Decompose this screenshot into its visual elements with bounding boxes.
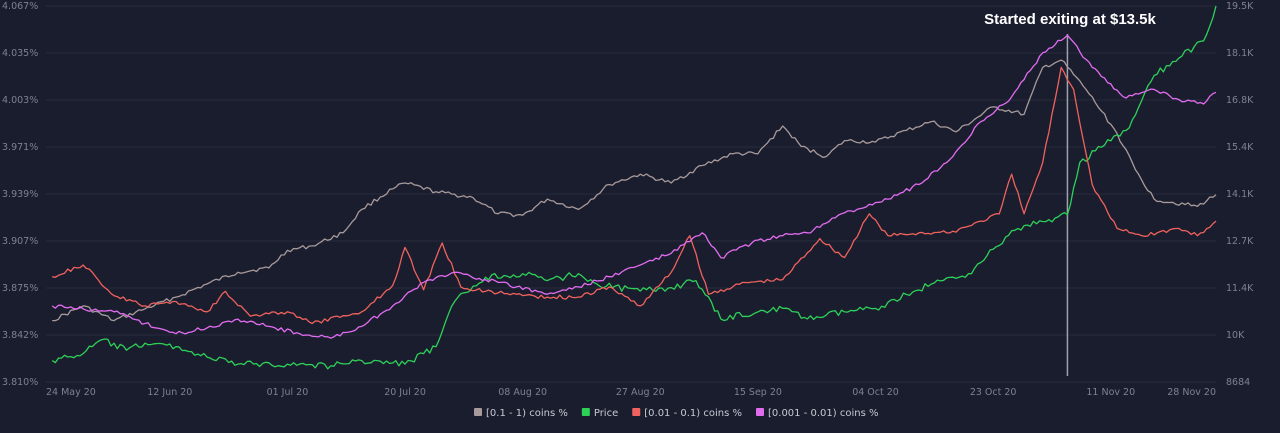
- x-tick-label: 08 Aug 20: [498, 387, 547, 398]
- y-left-tick-label: 4.035%: [2, 48, 38, 59]
- legend-label: [0.001 - 0.01) coins %: [768, 408, 878, 419]
- y-right-tick-label: 12.7K: [1226, 236, 1254, 247]
- right-axis: 19.5K 18.1K 16.8K 15.4K 14.1K 12.7K 11.4K 10K 86…: [1226, 1, 1254, 388]
- y-right-tick-label: 15.4K: [1226, 142, 1254, 153]
- x-tick-label: 24 May 20: [46, 387, 96, 398]
- legend-item[interactable]: [0.1 - 1) coins %: [474, 408, 568, 419]
- x-tick-label: 04 Oct 20: [852, 387, 899, 398]
- y-left-tick-label: 3.842%: [2, 330, 38, 341]
- legend-label: [0.1 - 1) coins %: [486, 408, 568, 419]
- legend-item[interactable]: Price: [581, 408, 618, 419]
- x-axis: 24 May 20 12 Jun 20 01 Jul 20 20 Jul 20 08 A…: [46, 387, 1216, 398]
- x-tick-label: 27 Aug 20: [616, 387, 665, 398]
- y-right-tick-label: 11.4K: [1226, 283, 1254, 294]
- series-line-3: [51, 34, 1217, 339]
- y-right-tick-label: 14.1K: [1226, 189, 1254, 200]
- series-line-0: [52, 59, 1217, 322]
- x-tick-label: 28 Nov 20: [1167, 387, 1216, 398]
- y-left-tick-label: 4.003%: [2, 95, 38, 106]
- y-left-tick-label: 3.810%: [2, 377, 38, 388]
- x-tick-label: 12 Jun 20: [147, 387, 192, 398]
- legend-item[interactable]: [0.001 - 0.01) coins %: [756, 408, 878, 419]
- x-tick-label: 23 Oct 20: [970, 387, 1017, 398]
- y-left-tick-label: 3.875%: [2, 283, 38, 294]
- chart-grid: [46, 5, 1216, 383]
- x-tick-label: 20 Jul 20: [384, 387, 426, 398]
- legend-swatch: [632, 408, 641, 416]
- y-right-tick-label: 18.1K: [1226, 48, 1254, 59]
- series-line-1: [51, 5, 1217, 370]
- legend-swatch: [581, 408, 590, 416]
- legend-swatch: [474, 408, 482, 416]
- left-axis: 4.067% 4.035% 4.003% 3.971% 3.939% 3.907% 3.87…: [2, 1, 38, 388]
- x-tick-label: 11 Nov 20: [1086, 387, 1135, 398]
- legend[interactable]: [0.1 - 1) coins % Price [0.01 - 0.1) coins…: [474, 408, 878, 419]
- legend-label: Price: [594, 408, 618, 419]
- y-right-tick-label: 19.5K: [1226, 1, 1254, 12]
- series-layer: [51, 5, 1217, 370]
- x-tick-label: 01 Jul 20: [267, 387, 309, 398]
- annotation-label: Started exiting at $13.5k: [984, 11, 1156, 28]
- legend-swatch: [756, 408, 764, 416]
- y-left-tick-label: 3.939%: [2, 189, 38, 200]
- legend-item[interactable]: [0.01 - 0.1) coins %: [632, 408, 742, 419]
- y-right-tick-label: 10K: [1226, 330, 1245, 341]
- y-left-tick-label: 4.067%: [2, 1, 38, 12]
- y-right-tick-label: 16.8K: [1226, 95, 1254, 106]
- x-tick-label: 15 Sep 20: [734, 387, 782, 398]
- y-right-tick-label: 8684: [1226, 377, 1250, 388]
- series-line-2: [52, 66, 1217, 325]
- y-left-tick-label: 3.907%: [2, 236, 38, 247]
- y-left-tick-label: 3.971%: [2, 142, 38, 153]
- legend-label: [0.01 - 0.1) coins %: [644, 408, 742, 419]
